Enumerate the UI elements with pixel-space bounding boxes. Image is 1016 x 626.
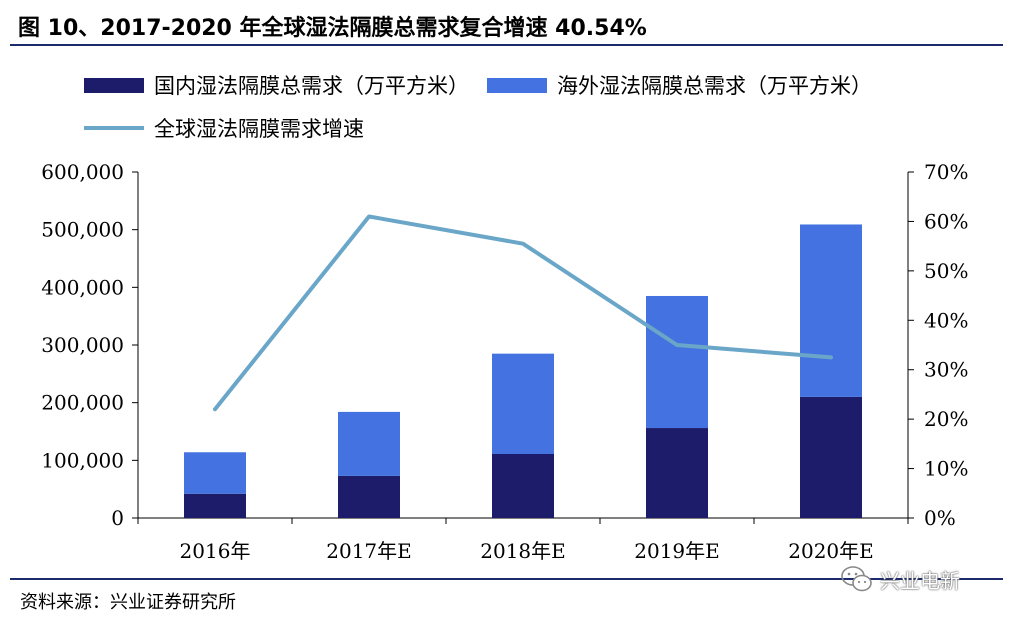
growth-point (213, 407, 217, 411)
wechat-icon (841, 566, 872, 592)
growth-point (829, 355, 833, 359)
source-rule (10, 578, 1003, 580)
legend-label-domestic: 国内湿法隔膜总需求（万平方米） (154, 74, 469, 98)
bar-domestic (800, 396, 862, 518)
legend-label-growth: 全球湿法隔膜需求增速 (154, 117, 364, 141)
bar-overseas (800, 224, 862, 397)
right-tick-label: 50% (924, 259, 968, 283)
x-tick-label: 2016年 (180, 539, 251, 563)
legend-item-domestic: 国内湿法隔膜总需求（万平方米） (84, 70, 469, 100)
watermark-text: 兴业电新 (880, 568, 960, 593)
legend-item-growth: 全球湿法隔膜需求增速 (84, 113, 364, 143)
bar-overseas (184, 452, 246, 494)
left-tick-label: 400,000 (41, 275, 124, 299)
legend-swatch-overseas (487, 77, 547, 93)
right-tick-label: 0% (924, 506, 956, 530)
bar-overseas (338, 411, 400, 476)
growth-point (521, 242, 525, 246)
left-tick-label: 100,000 (41, 448, 124, 472)
legend-item-overseas: 海外湿法隔膜总需求（万平方米） (487, 70, 872, 100)
right-tick-label: 10% (924, 457, 968, 481)
right-tick-label: 40% (924, 308, 968, 332)
chart-title: 图 10、2017-2020 年全球湿法隔膜总需求复合增速 40.54% (18, 16, 647, 41)
x-tick-label: 2020年E (788, 539, 874, 563)
growth-point (367, 214, 371, 218)
right-tick-label: 30% (924, 358, 968, 382)
right-tick-label: 70% (924, 160, 968, 184)
bar-domestic (492, 453, 554, 518)
legend-swatch-domestic (84, 77, 144, 93)
legend-row-1: 国内湿法隔膜总需求（万平方米） 海外湿法隔膜总需求（万平方米） (84, 70, 890, 100)
source-note: 资料来源：兴业证券研究所 (20, 592, 236, 613)
left-tick-label: 600,000 (41, 160, 124, 184)
bar-overseas (492, 353, 554, 454)
left-tick-label: 200,000 (41, 391, 124, 415)
legend-row-2: 全球湿法隔膜需求增速 (84, 113, 382, 143)
legend-label-overseas: 海外湿法隔膜总需求（万平方米） (557, 74, 872, 98)
right-tick-label: 60% (924, 209, 968, 233)
x-tick-label: 2017年E (326, 539, 412, 563)
left-tick-label: 0 (111, 506, 124, 530)
legend-swatch-growth (84, 126, 144, 130)
right-tick-label: 20% (924, 407, 968, 431)
x-tick-label: 2019年E (634, 539, 720, 563)
left-tick-label: 500,000 (41, 218, 124, 242)
bar-domestic (338, 475, 400, 518)
left-tick-label: 300,000 (41, 333, 124, 357)
title-rule (10, 44, 1003, 46)
bar-overseas (646, 295, 708, 429)
watermark: 兴业电新 (840, 564, 960, 594)
bar-domestic (184, 493, 246, 518)
x-tick-label: 2018年E (480, 539, 566, 563)
bar-domestic (646, 428, 708, 518)
growth-point (675, 343, 679, 347)
